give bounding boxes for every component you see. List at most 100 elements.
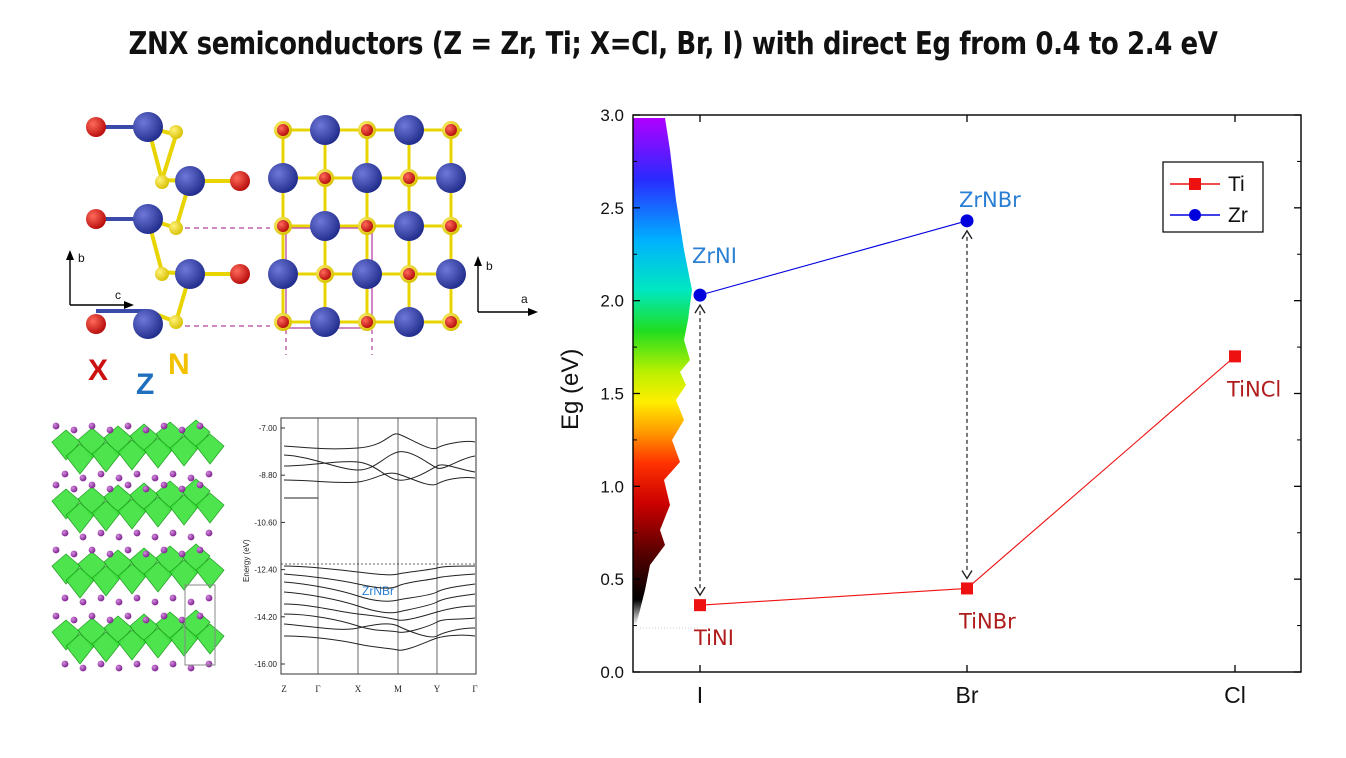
iodine-atom bbox=[151, 664, 159, 672]
iodine-atom bbox=[124, 481, 132, 489]
metal-atom bbox=[394, 307, 424, 337]
spectrum-fill bbox=[633, 118, 692, 625]
spectrum-color-bar bbox=[633, 118, 700, 629]
axis-c-label: c bbox=[115, 288, 121, 302]
halogen-atom bbox=[403, 172, 415, 184]
iodine-atom bbox=[106, 616, 114, 624]
band-kpoint-label: M bbox=[394, 684, 402, 694]
y-tick-label: 0.0 bbox=[600, 663, 624, 682]
band-kpoint-label: X bbox=[355, 684, 362, 694]
metal-atom bbox=[268, 259, 298, 289]
valence-band bbox=[283, 581, 476, 602]
valence-band bbox=[283, 603, 476, 621]
data-point-ti bbox=[694, 599, 706, 612]
nitrogen-atom bbox=[169, 315, 183, 329]
iodine-atom bbox=[97, 529, 105, 537]
metal-atom bbox=[268, 163, 298, 193]
halogen-atom bbox=[361, 316, 373, 328]
data-point-ti bbox=[1229, 350, 1241, 363]
iodine-atom bbox=[133, 529, 141, 537]
iodine-atom bbox=[142, 550, 150, 558]
halogen-atom bbox=[361, 220, 373, 232]
iodine-atom bbox=[169, 470, 177, 478]
iodine-atom bbox=[70, 485, 78, 493]
iodine-atom bbox=[61, 529, 69, 537]
iodine-atom bbox=[106, 485, 114, 493]
band-structure-frame bbox=[280, 417, 477, 675]
page-title: ZNX semiconductors (Z = Zr, Ti; X=Cl, Br… bbox=[128, 26, 1218, 62]
y-tick-label: 2.5 bbox=[600, 199, 624, 218]
legend-box bbox=[1162, 161, 1264, 233]
halogen-atom bbox=[277, 124, 289, 136]
iodine-atom bbox=[169, 660, 177, 668]
band-kpoint-label: Γ bbox=[315, 684, 320, 694]
data-point-zr bbox=[960, 214, 974, 228]
iodine-atom bbox=[142, 616, 150, 624]
legend-label-zr: Zr bbox=[1228, 204, 1248, 227]
iodine-atom bbox=[205, 594, 213, 602]
iodine-atom bbox=[88, 612, 96, 620]
iodine-atom bbox=[52, 546, 60, 554]
metal-atom bbox=[310, 211, 340, 241]
halogen-atom bbox=[361, 124, 373, 136]
crystal-structure-side-view bbox=[86, 112, 270, 339]
halogen-atom bbox=[230, 264, 250, 284]
halogen-atom bbox=[277, 316, 289, 328]
y-axis-label: Eg (eV) bbox=[557, 349, 584, 430]
arrow-head-down bbox=[694, 586, 706, 597]
y-tick-label: 1.0 bbox=[600, 477, 624, 496]
axis-b-label-left: b bbox=[78, 251, 85, 265]
iodine-atom bbox=[97, 594, 105, 602]
band-ytick-label: -7.00 bbox=[259, 424, 278, 433]
metal-atom bbox=[310, 115, 340, 145]
point-label-tini: TiNI bbox=[693, 626, 734, 650]
x-tick-label: Br bbox=[956, 682, 979, 708]
legend-label-ti: Ti bbox=[1228, 173, 1245, 196]
iodine-atom bbox=[115, 664, 123, 672]
band-kpoint-label: Γ bbox=[472, 684, 477, 694]
metal-atom bbox=[133, 112, 163, 142]
band-ytick-label: -14.20 bbox=[254, 613, 277, 622]
halogen-atom bbox=[319, 268, 331, 280]
iodine-atom bbox=[106, 550, 114, 558]
octahedron bbox=[195, 557, 225, 589]
iodine-atom bbox=[52, 612, 60, 620]
halogen-atom bbox=[445, 124, 457, 136]
iodine-atom bbox=[160, 422, 168, 430]
valence-band bbox=[283, 573, 476, 589]
metal-atom bbox=[352, 163, 382, 193]
y-tick-label: 0.5 bbox=[600, 570, 624, 589]
halogen-atom bbox=[403, 268, 415, 280]
nitrogen-atom bbox=[155, 267, 169, 281]
axis-a-label: a bbox=[521, 292, 528, 306]
valence-band bbox=[283, 623, 476, 638]
iodine-atom bbox=[169, 529, 177, 537]
octahedron bbox=[195, 433, 225, 465]
iodine-atom bbox=[52, 422, 60, 430]
crystal-structure-top-view bbox=[268, 115, 466, 355]
conduction-band bbox=[283, 433, 476, 450]
nitrogen-atom bbox=[169, 125, 183, 139]
bond bbox=[160, 134, 178, 181]
x-tick-label: Cl bbox=[1224, 682, 1246, 708]
iodine-atom bbox=[115, 474, 123, 482]
band-structure-plot: Energy (eV) ZrNBr -7.00-8.80-10.60-12.40… bbox=[242, 417, 478, 694]
iodine-atom bbox=[97, 660, 105, 668]
iodine-atom bbox=[160, 612, 168, 620]
unit-cell-outline bbox=[184, 584, 216, 666]
iodine-atom bbox=[133, 470, 141, 478]
iodine-atom bbox=[196, 546, 204, 554]
valence-band bbox=[283, 565, 476, 576]
iodine-atom bbox=[196, 481, 204, 489]
x-tick-label: I bbox=[697, 682, 703, 708]
octahedron bbox=[195, 623, 225, 655]
halogen-atom bbox=[277, 220, 289, 232]
valence-band bbox=[283, 591, 476, 614]
halogen-atom bbox=[445, 316, 457, 328]
point-label-zrni: ZrNI bbox=[692, 244, 737, 268]
iodine-atom bbox=[205, 660, 213, 668]
iodine-atom bbox=[187, 598, 195, 606]
iodine-atom bbox=[106, 426, 114, 434]
iodine-atom bbox=[115, 598, 123, 606]
point-label-zrnbr: ZrNBr bbox=[959, 188, 1021, 212]
